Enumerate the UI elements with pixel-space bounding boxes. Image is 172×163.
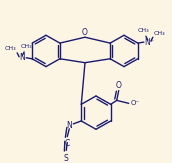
Text: CH₃: CH₃ bbox=[138, 28, 150, 33]
Text: CH₃: CH₃ bbox=[20, 44, 32, 49]
Text: S: S bbox=[64, 154, 69, 163]
Text: N: N bbox=[66, 121, 72, 130]
Text: O⁻: O⁻ bbox=[130, 100, 139, 106]
Text: O: O bbox=[116, 81, 122, 90]
Text: N⁺: N⁺ bbox=[144, 38, 154, 47]
Text: C: C bbox=[65, 139, 70, 148]
Text: CH₃: CH₃ bbox=[4, 46, 16, 52]
Text: N: N bbox=[19, 53, 25, 62]
Text: O: O bbox=[82, 28, 88, 37]
Text: CH₃: CH₃ bbox=[154, 31, 166, 36]
